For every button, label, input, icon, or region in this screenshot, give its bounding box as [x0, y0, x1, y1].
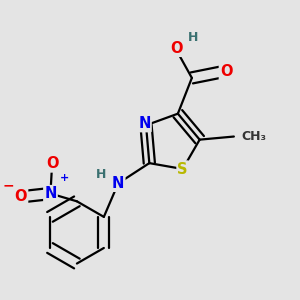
Text: N: N [44, 186, 57, 201]
Text: O: O [170, 41, 183, 56]
Text: N: N [138, 116, 151, 131]
Text: −: − [2, 178, 14, 192]
Text: +: + [60, 173, 69, 183]
Text: CH₃: CH₃ [242, 130, 267, 143]
Text: H: H [96, 167, 106, 181]
Text: O: O [220, 64, 232, 79]
Text: N: N [112, 176, 124, 191]
Text: O: O [46, 157, 58, 172]
Text: H: H [188, 31, 199, 44]
Text: S: S [178, 161, 188, 176]
Text: O: O [15, 189, 27, 204]
